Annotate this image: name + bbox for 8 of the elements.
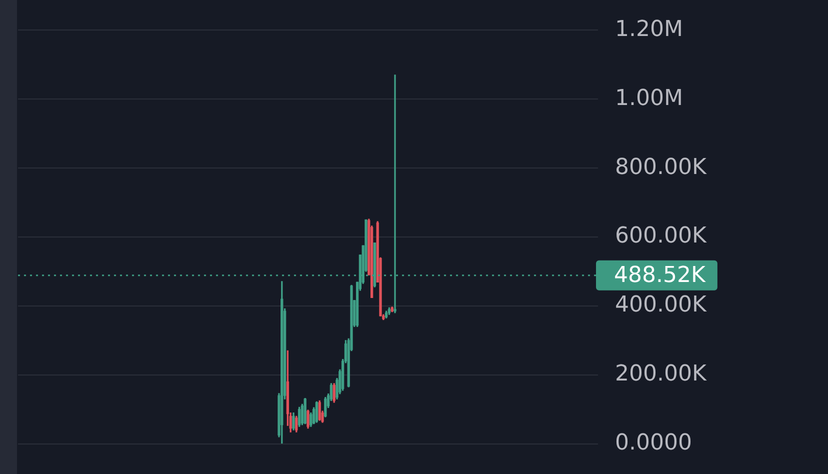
- ref-line-label: 488.52K: [614, 263, 706, 288]
- y-tick-label: 1.00M: [615, 86, 683, 111]
- y-tick-label: 0.0000: [615, 430, 692, 456]
- y-tick-label: 800.00K: [615, 154, 707, 180]
- y-tick-label: 600.00K: [615, 224, 707, 249]
- y-tick-label: 400.00K: [615, 292, 707, 318]
- y-tick-label: 200.00K: [615, 362, 707, 387]
- y-tick-label: 1.20M: [615, 16, 683, 42]
